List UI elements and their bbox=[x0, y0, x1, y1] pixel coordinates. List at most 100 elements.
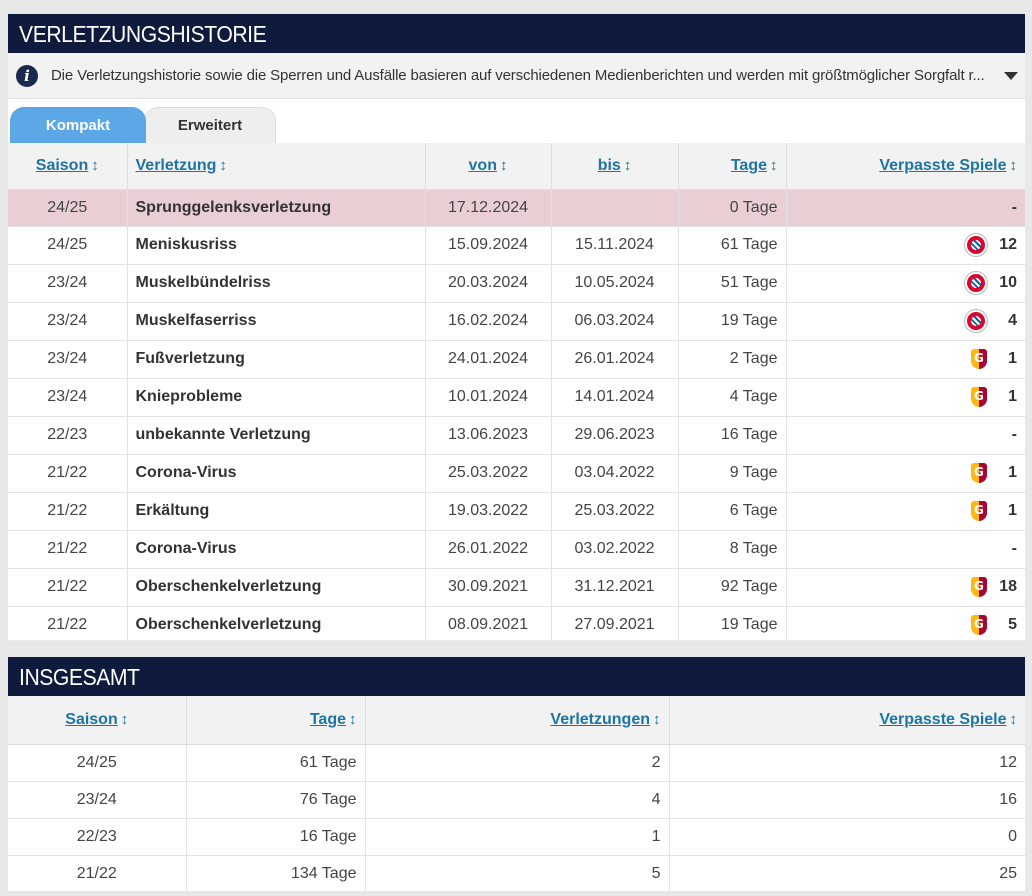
column-header-tage[interactable]: Tage ↕ bbox=[678, 143, 787, 190]
missed-games-cell: 1 bbox=[786, 492, 1025, 531]
season-cell: 21/22 bbox=[8, 454, 128, 493]
galatasaray-crest-icon[interactable] bbox=[971, 615, 987, 635]
injury-cell: Corona-Virus bbox=[127, 454, 426, 493]
bayern-crest-icon[interactable] bbox=[965, 310, 987, 332]
missed-games-cell: 4 bbox=[786, 302, 1025, 341]
table-row: 24/25 Sprunggelenksverletzung 17.12.2024 0 … bbox=[8, 189, 1025, 227]
injury-cell: Erkältung bbox=[127, 492, 426, 531]
column-header-saison[interactable]: Saison ↕ bbox=[8, 143, 128, 190]
until-date-cell: 27.09.2021 bbox=[551, 606, 679, 645]
galatasaray-crest-icon[interactable] bbox=[971, 577, 987, 597]
season-cell: 24/25 bbox=[8, 226, 128, 265]
missed-games-count: - bbox=[1011, 198, 1017, 216]
table-row: 23/24 Muskelfaserriss 16.02.2024 06.03.2024… bbox=[8, 302, 1025, 341]
column-header-verpasste-spiele[interactable]: Verpasste Spiele ↕ bbox=[669, 696, 1025, 745]
column-header-von[interactable]: von ↕ bbox=[425, 143, 552, 190]
from-date-cell: 30.09.2021 bbox=[425, 568, 552, 607]
sort-icon[interactable]: ↕ bbox=[120, 710, 129, 728]
galatasaray-crest-icon[interactable] bbox=[971, 387, 987, 407]
missed-games-cell: 12 bbox=[786, 226, 1025, 265]
injury-cell: Corona-Virus bbox=[127, 530, 426, 569]
bayern-crest-icon[interactable] bbox=[965, 234, 987, 256]
sort-icon[interactable]: ↕ bbox=[653, 710, 661, 728]
days-cell: 61 Tage bbox=[186, 744, 366, 782]
missed-games-cell: 25 bbox=[669, 855, 1025, 893]
injury-cell: Oberschenkelverletzung bbox=[127, 568, 426, 607]
from-date-cell: 26.01.2022 bbox=[425, 530, 552, 569]
days-cell: 19 Tage bbox=[678, 606, 787, 645]
table-row: 22/23 16 Tage 1 0 bbox=[8, 818, 1025, 856]
injury-cell: Fußverletzung bbox=[127, 340, 426, 379]
until-date-cell: 26.01.2024 bbox=[551, 340, 679, 379]
column-header-verpasste-spiele[interactable]: Verpasste Spiele ↕ bbox=[786, 143, 1025, 190]
column-header-bis[interactable]: bis ↕ bbox=[551, 143, 679, 190]
table-row: 23/24 76 Tage 4 16 bbox=[8, 781, 1025, 819]
from-date-cell: 25.03.2022 bbox=[425, 454, 552, 493]
season-cell: 21/22 bbox=[8, 492, 128, 531]
table-row: 21/22 Erkältung 19.03.2022 25.03.2022 6 Tage… bbox=[8, 492, 1025, 531]
injury-cell: unbekannte Verletzung bbox=[127, 416, 426, 455]
until-date-cell: 10.05.2024 bbox=[551, 264, 679, 303]
until-date-cell: 31.12.2021 bbox=[551, 568, 679, 607]
injury-table-header: Saison ↕ Verletzung ↕ von ↕ bis ↕ Tage ↕ Verp… bbox=[8, 143, 1025, 190]
missed-games-cell: 1 bbox=[786, 378, 1025, 417]
missed-games-cell: - bbox=[786, 416, 1025, 455]
days-cell: 0 Tage bbox=[678, 189, 787, 227]
sort-icon[interactable]: ↕ bbox=[219, 156, 227, 174]
column-header-tage[interactable]: Tage ↕ bbox=[186, 696, 366, 745]
tab-kompakt[interactable]: Kompakt bbox=[10, 107, 146, 143]
injury-history-panel: VERLETZUNGSHISTORIE i Die Verletzungshis… bbox=[8, 14, 1025, 645]
missed-games-cell: - bbox=[786, 189, 1025, 227]
injuries-count-cell: 4 bbox=[365, 781, 670, 819]
days-cell: 51 Tage bbox=[678, 264, 787, 303]
injury-cell: Oberschenkelverletzung bbox=[127, 606, 426, 645]
summary-title: INSGESAMT bbox=[8, 657, 1020, 696]
days-cell: 19 Tage bbox=[678, 302, 787, 341]
injury-cell: Knieprobleme bbox=[127, 378, 426, 417]
galatasaray-crest-icon[interactable] bbox=[971, 349, 987, 369]
sort-icon[interactable]: ↕ bbox=[91, 156, 99, 174]
season-cell: 23/24 bbox=[8, 340, 128, 379]
column-header-verletzung[interactable]: Verletzung ↕ bbox=[127, 143, 426, 190]
sort-icon[interactable]: ↕ bbox=[1009, 710, 1018, 728]
missed-games-count: 1 bbox=[1008, 350, 1017, 367]
expand-info-icon[interactable] bbox=[1004, 71, 1018, 80]
until-date-cell: 29.06.2023 bbox=[551, 416, 679, 455]
tab-erweitert[interactable]: Erweitert bbox=[144, 107, 276, 143]
summary-table: Saison ↕ Tage ↕ Verletzungen ↕ Verpasste Sp… bbox=[8, 696, 1025, 893]
table-row: 22/23 unbekannte Verletzung 13.06.2023 29.0… bbox=[8, 416, 1025, 455]
sort-icon[interactable]: ↕ bbox=[499, 156, 508, 174]
column-header-saison[interactable]: Saison ↕ bbox=[8, 696, 187, 745]
days-cell: 6 Tage bbox=[678, 492, 787, 531]
table-row: 21/22 134 Tage 5 25 bbox=[8, 855, 1025, 893]
info-icon: i bbox=[16, 64, 38, 87]
sort-icon[interactable]: ↕ bbox=[1009, 156, 1018, 174]
days-cell: 61 Tage bbox=[678, 226, 787, 265]
column-header-verletzungen[interactable]: Verletzungen ↕ bbox=[365, 696, 670, 745]
season-cell: 23/24 bbox=[8, 781, 187, 819]
galatasaray-crest-icon[interactable] bbox=[971, 501, 987, 521]
table-row: 23/24 Muskelbündelriss 20.03.2024 10.05.202… bbox=[8, 264, 1025, 303]
galatasaray-crest-icon[interactable] bbox=[971, 463, 987, 483]
season-cell: 21/22 bbox=[8, 606, 128, 645]
until-date-cell: 06.03.2024 bbox=[551, 302, 679, 341]
sort-icon[interactable]: ↕ bbox=[770, 156, 778, 174]
days-cell: 16 Tage bbox=[186, 818, 366, 856]
missed-games-cell: 5 bbox=[786, 606, 1025, 645]
missed-games-count: 18 bbox=[999, 578, 1017, 595]
injuries-count-cell: 2 bbox=[365, 744, 670, 782]
until-date-cell: 14.01.2024 bbox=[551, 378, 679, 417]
sort-icon[interactable]: ↕ bbox=[623, 156, 632, 174]
missed-games-cell: 16 bbox=[669, 781, 1025, 819]
season-cell: 24/25 bbox=[8, 744, 187, 782]
injury-cell: Muskelfaserriss bbox=[127, 302, 426, 341]
season-cell: 23/24 bbox=[8, 302, 128, 341]
missed-games-count: 5 bbox=[1008, 616, 1017, 633]
info-bar[interactable]: i Die Verletzungshistorie sowie die Sper… bbox=[8, 53, 1025, 99]
season-cell: 21/22 bbox=[8, 530, 128, 569]
missed-games-cell: - bbox=[786, 530, 1025, 569]
from-date-cell: 13.06.2023 bbox=[425, 416, 552, 455]
bayern-crest-icon[interactable] bbox=[965, 272, 987, 294]
sort-icon[interactable]: ↕ bbox=[349, 710, 357, 728]
table-row: 21/22 Oberschenkelverletzung 08.09.2021 27.… bbox=[8, 606, 1025, 645]
